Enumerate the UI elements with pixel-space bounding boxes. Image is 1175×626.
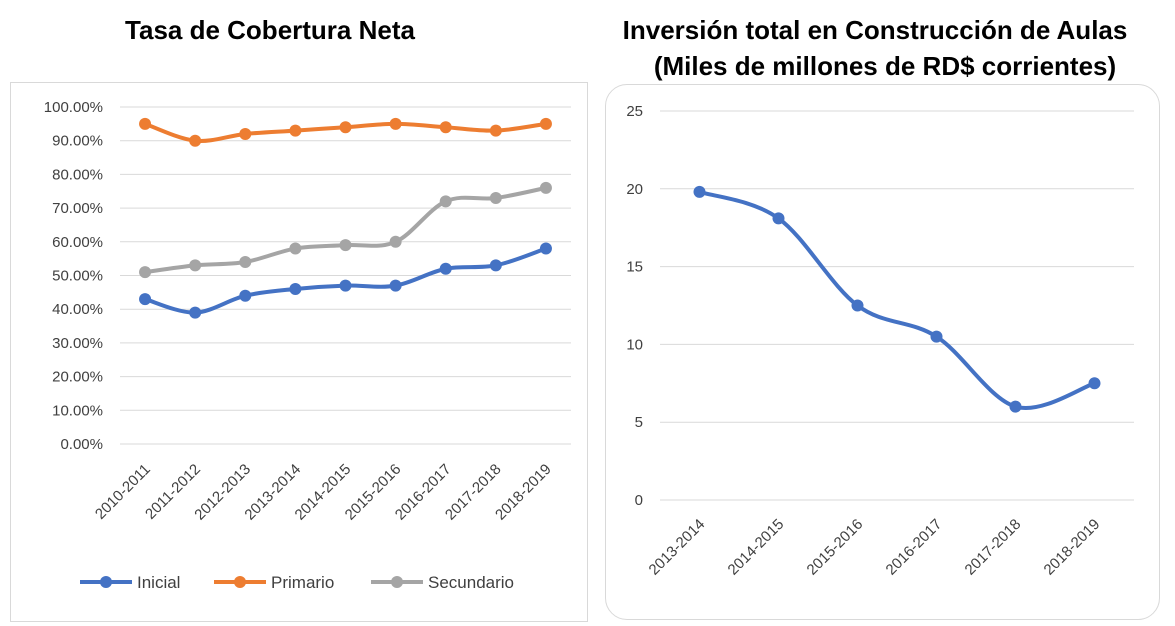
chart1-y-tick-label: 70.00% — [52, 200, 103, 217]
chart1-data-point — [389, 279, 402, 292]
chart1-data-point — [539, 117, 552, 130]
chart1-data-point — [239, 256, 252, 269]
chart1-data-point — [389, 117, 402, 130]
chart1-data-point — [239, 127, 252, 140]
chart1-data-point — [289, 282, 302, 295]
chart1-data-point — [139, 266, 152, 279]
chart2-data-point — [930, 330, 943, 343]
legend-swatch-marker — [234, 576, 246, 588]
chart1-title: Tasa de Cobertura Neta — [125, 15, 415, 45]
legend-swatch-marker — [100, 576, 112, 588]
chart1-y-tick-label: 50.00% — [52, 268, 103, 285]
chart1-data-point — [489, 191, 502, 204]
chart1-y-tick-label: 20.00% — [52, 369, 103, 386]
chart2-x-tick-label: 2015-2016 — [804, 516, 867, 579]
chart2-x-tick-label: 2013-2014 — [646, 516, 709, 579]
chart2-data-point — [1009, 400, 1022, 413]
chart1-data-point — [139, 293, 152, 306]
chart2-frame — [605, 84, 1160, 620]
chart2-x-tick-label: 2016-2017 — [883, 516, 946, 579]
chart1-frame — [10, 82, 588, 622]
chart2-y-tick-label: 20 — [626, 181, 643, 198]
chart1-y-tick-label: 90.00% — [52, 133, 103, 150]
chart2-data-point — [1088, 377, 1101, 390]
chart1-data-point — [189, 259, 202, 272]
chart1-data-point — [289, 242, 302, 255]
chart2-y-tick-label: 15 — [626, 259, 643, 276]
chart1-data-point — [289, 124, 302, 137]
chart1-data-point — [539, 242, 552, 255]
chart2-y-tick-label: 5 — [635, 414, 643, 431]
chart1-y-tick-label: 0.00% — [60, 436, 103, 453]
chart1-data-point — [189, 306, 202, 319]
chart2-series-line-0 — [697, 189, 1097, 410]
chart2-x-tick-label: 2018-2019 — [1041, 516, 1104, 579]
chart1-y-tick-label: 30.00% — [52, 335, 103, 352]
chart1-data-point — [339, 239, 352, 252]
chart2-subtitle: (Miles de millones de RD$ corrientes) — [653, 51, 1117, 81]
chart2-data-point — [851, 299, 864, 312]
chart2-data-point — [693, 185, 706, 198]
chart1-data-point — [239, 289, 252, 302]
chart2-y-tick-label: 10 — [626, 336, 643, 353]
legend-swatch-marker — [391, 576, 403, 588]
legend-label: Inicial — [137, 573, 180, 592]
chart1-y-tick-label: 10.00% — [52, 402, 103, 419]
chart1-y-tick-label: 80.00% — [52, 166, 103, 183]
legend-label: Primario — [271, 573, 334, 592]
chart2-y-tick-label: 25 — [626, 103, 643, 120]
chart2-data-point — [772, 212, 785, 225]
chart2-x-tick-label: 2017-2018 — [962, 516, 1025, 579]
chart1-data-point — [339, 279, 352, 292]
chart1-data-point — [139, 117, 152, 130]
chart1-data-point — [439, 262, 452, 275]
chart1-data-point — [339, 121, 352, 134]
chart1-y-tick-label: 40.00% — [52, 301, 103, 318]
chart2-title: Inversión total en Construcción de Aulas — [622, 15, 1128, 45]
chart1-data-point — [439, 195, 452, 208]
chart1-y-tick-label: 100.00% — [44, 99, 103, 116]
legend-label: Secundario — [428, 573, 514, 592]
chart1-data-point — [539, 181, 552, 194]
chart2-y-tick-label: 0 — [635, 492, 643, 509]
chart1-data-point — [489, 124, 502, 137]
chart1-data-point — [439, 121, 452, 134]
chart1-data-point — [389, 235, 402, 248]
chart2-x-tick-label: 2014-2015 — [725, 516, 788, 579]
chart1-data-point — [489, 259, 502, 272]
chart1-data-point — [189, 134, 202, 147]
chart1-y-tick-label: 60.00% — [52, 234, 103, 251]
